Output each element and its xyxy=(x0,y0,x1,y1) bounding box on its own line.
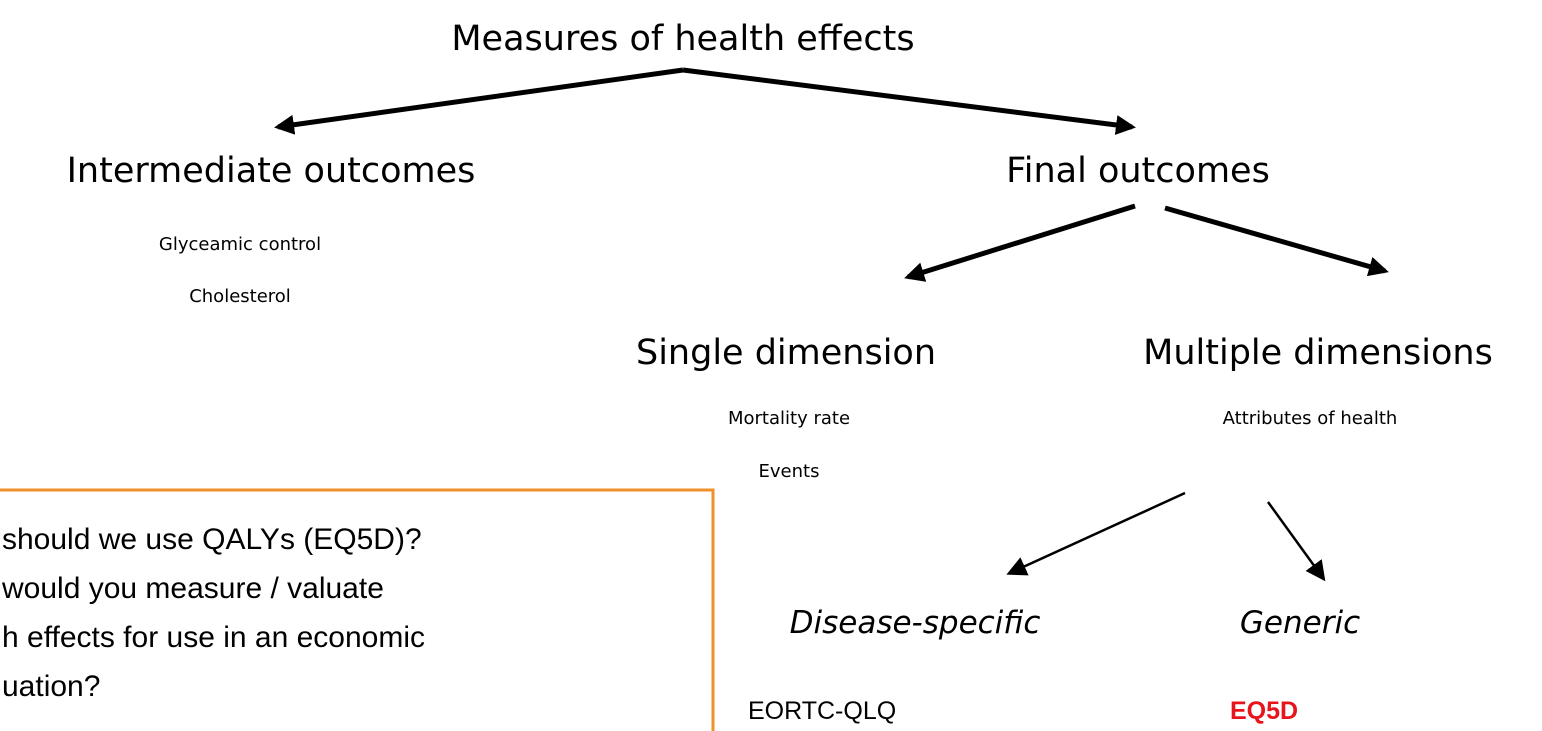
arrows xyxy=(274,67,1389,582)
example: EQ5D xyxy=(1230,697,1298,725)
node-label: Disease-specific xyxy=(790,605,1041,641)
arrow xyxy=(904,203,1136,282)
example: Mortality rate xyxy=(728,408,850,429)
node-label: Single dimension xyxy=(636,333,936,373)
question-line: h effects for use in an economic xyxy=(2,621,425,654)
node-label: Multiple dimensions xyxy=(1143,333,1493,373)
arrow xyxy=(1164,205,1389,277)
node-label: Generic xyxy=(1240,605,1360,641)
question-line: uation? xyxy=(2,670,100,703)
question-box xyxy=(0,488,715,731)
arrow xyxy=(682,67,1136,135)
example: Attributes of health xyxy=(1223,408,1398,429)
question-line: should we use QALYs (EQ5D)? xyxy=(2,523,422,556)
arrow xyxy=(274,67,684,135)
arrow xyxy=(1266,501,1326,582)
title: Measures of health effects xyxy=(451,19,914,59)
arrow xyxy=(1006,491,1186,576)
example: Glyceamic control xyxy=(159,234,321,255)
node-label: Final outcomes xyxy=(1006,151,1270,191)
example: Cholesterol xyxy=(189,286,291,307)
question-line: would you measure / valuate xyxy=(1,572,384,605)
example: EORTC-QLQ xyxy=(748,697,896,725)
node-label: Intermediate outcomes xyxy=(67,151,476,191)
example: Events xyxy=(759,461,820,482)
